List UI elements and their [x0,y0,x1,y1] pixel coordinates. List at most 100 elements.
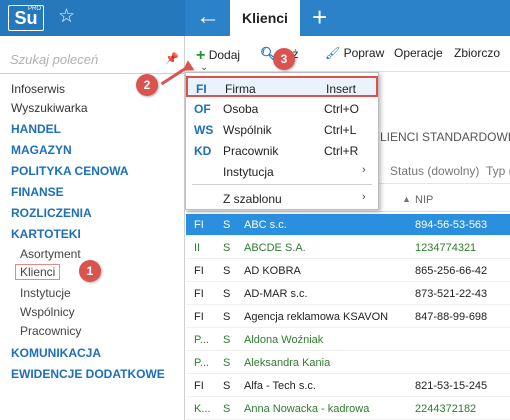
star-icon[interactable]: ☆ [58,6,76,27]
menu-divider [192,184,372,185]
logo-sup: PRO [27,6,41,12]
row-type: FI [194,265,204,277]
row-nip: 1234774321 [415,242,477,254]
row-nip: 821-53-15-245 [415,380,488,392]
new-tab-plus-icon[interactable]: + [312,2,328,32]
sidebar-item-rozliczenia[interactable]: ROZLICZENIA [11,206,92,220]
brush-icon: 🖌︎ [325,46,341,60]
row-nip: 847-88-99-698 [415,311,488,323]
row-status: S [223,311,231,323]
chevron-down-icon[interactable]: ⌄ [200,62,209,73]
sidebar-item-infoserwis[interactable]: Infoserwis [11,82,66,96]
sidebar-item-finanse[interactable]: FINANSE [11,185,64,199]
sidebar-item-ewidencje-dodatkowe[interactable]: EWIDENCJE DODATKOWE [11,367,165,381]
add-label: Dodaj [208,48,241,62]
table-row[interactable]: FI S Agencja reklamowa KSAVON 847-88-99-… [186,306,510,328]
row-name: Agencja reklamowa KSAVON [244,311,389,323]
row-type: FI [194,311,204,323]
menu-item-osoba[interactable]: OF Osoba Ctrl+O [186,98,378,119]
sidebar-item-handel[interactable]: HANDEL [11,122,61,136]
sidebar-item-polityka-cenowa[interactable]: POLITYKA CENOWA [11,164,129,178]
row-name: Aleksandra Kania [244,357,331,369]
table-row[interactable]: FI S Alfa - Tech s.c. 821-53-15-245 [186,375,510,397]
table-row[interactable]: P... S Aldona Woźniak [186,329,510,351]
row-name: ABCDE S.A. [244,242,306,254]
bulk-button[interactable]: Zbiorczo [454,46,501,60]
sidebar-item-komunikacja[interactable]: KOMUNIKACJA [11,346,101,360]
pracownik-label: Pracownik [223,144,279,158]
operations-button[interactable]: Operacje [394,46,443,60]
table-row[interactable]: II S ABCDE S.A. 1234774321 [186,237,510,259]
wspolnik-badge: WS [194,123,214,137]
row-status: S [223,242,231,254]
row-type: K... [194,403,211,415]
search-input[interactable] [10,48,155,70]
chevron-right-icon: › [362,191,366,203]
row-status: S [223,219,231,231]
tab-klienci[interactable]: Klienci [230,0,300,36]
row-type: FI [194,288,204,300]
add-button[interactable]: + Dodaj [196,46,240,64]
row-name: Aldona Woźniak [244,334,324,346]
menu-item-wspolnik[interactable]: WS Wspólnik Ctrl+L [186,119,378,140]
z-szablonu-label: Z szablonu [223,192,282,206]
row-type: P... [194,357,210,369]
instytucja-label: Instytucja [223,165,274,179]
row-name: AD-MAR s.c. [244,288,308,300]
sidebar-item-wyszukiwarka[interactable]: Wyszukiwarka [11,101,88,115]
osoba-label: Osoba [223,102,259,116]
magnifier-icon: 🔍︎ [260,46,277,61]
top-bar: PRO Su ☆ ← Klienci + [0,0,510,36]
firma-badge: FI [196,82,207,96]
menu-item-firma[interactable]: FI Firma Insert [186,76,378,97]
status-filter[interactable]: Status (dowolny) [390,164,480,178]
pracownik-shortcut: Ctrl+R [324,144,359,158]
column-nip[interactable]: NIP [415,194,434,206]
pin-icon[interactable]: 📌 [165,53,179,65]
callout-2: 2 [136,74,158,96]
row-nip: 865-256-66-42 [415,265,488,277]
sidebar-item-magazyn[interactable]: MAGAZYN [11,143,72,157]
sidebar-item-asortyment[interactable]: Asortyment [20,247,81,261]
table-row[interactable]: P... S Aleksandra Kania [186,352,510,374]
pracownik-badge: KD [194,144,212,158]
back-arrow-icon[interactable]: ← [196,3,220,30]
plus-icon: + [196,47,206,64]
row-status: S [223,380,231,392]
filter-row: Status (dowolny) Typ ( [186,156,510,184]
sidebar-item-wspolnicy[interactable]: Wspólnicy [20,305,75,319]
row-name: ABC s.c. [244,219,287,231]
sidebar-item-kartoteki[interactable]: KARTOTEKI [11,227,81,241]
sidebar: 📌 [0,36,185,420]
list-title: LIENCI STANDARDOWI [380,130,510,144]
table-row[interactable]: FI S AD-MAR s.c. 873-521-22-43 [186,283,510,305]
row-name: AD KOBRA [244,265,301,277]
add-dropdown-menu: FI Firma Insert OF Osoba Ctrl+O WS Wspól… [185,72,379,210]
callout-3: 3 [273,48,295,70]
row-nip: 2244372182 [415,403,477,415]
row-status: S [223,357,231,369]
row-status: S [223,265,231,277]
type-filter[interactable]: Typ ( [486,164,510,178]
row-name: Alfa - Tech s.c. [244,380,316,392]
row-type: P... [194,334,210,346]
menu-item-instytucja[interactable]: Instytucja › [186,161,378,182]
edit-button[interactable]: 🖌︎ Popraw [325,46,384,60]
table-row[interactable]: FI S ABC s.c. 894-56-53-563 [186,214,510,236]
firma-shortcut: Insert [326,82,357,96]
sort-arrow-icon[interactable]: ▲ [402,194,411,204]
edit-label: Popraw [343,46,385,60]
app-logo[interactable]: PRO Su [8,5,44,31]
callout-1: 1 [79,260,101,282]
sidebar-item-klienci[interactable]: Klienci [15,264,61,280]
table-row[interactable]: K... S Anna Nowacka - kadrowa 2244372182 [186,398,510,420]
klienci-highlight: Klienci [15,264,61,280]
sidebar-item-pracownicy[interactable]: Pracownicy [20,324,82,338]
table-row[interactable]: FI S AD KOBRA 865-256-66-42 [186,260,510,282]
row-status: S [223,403,231,415]
menu-item-z-szablonu[interactable]: Z szablonu › [186,188,378,209]
sidebar-item-instytucje[interactable]: Instytucje [20,286,71,300]
row-type: FI [194,219,204,231]
menu-item-pracownik[interactable]: KD Pracownik Ctrl+R [186,140,378,161]
osoba-badge: OF [194,102,211,116]
